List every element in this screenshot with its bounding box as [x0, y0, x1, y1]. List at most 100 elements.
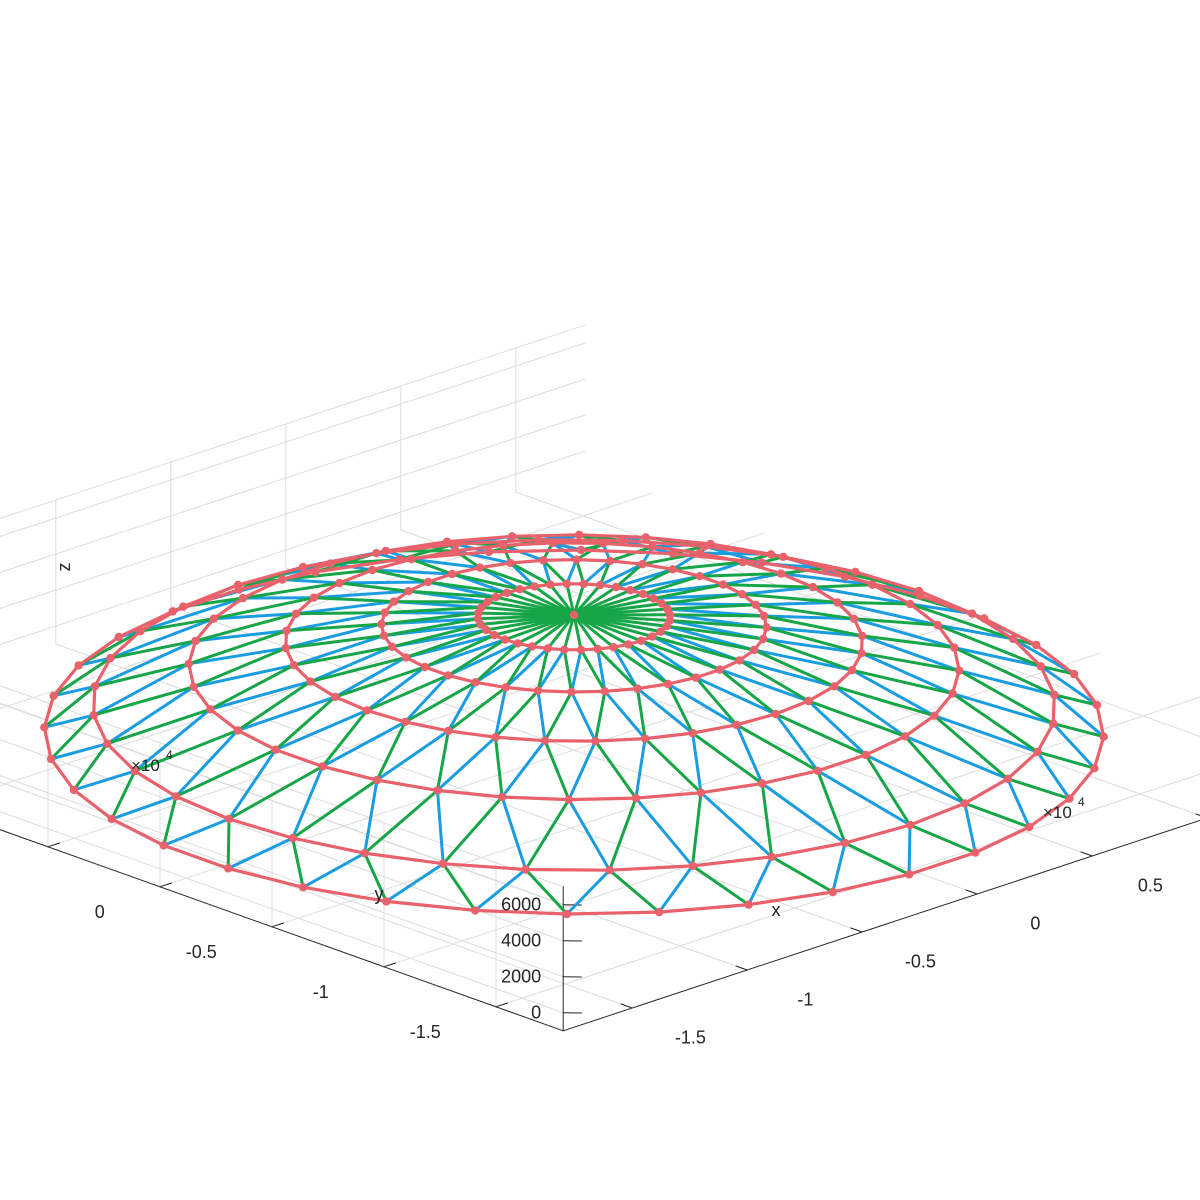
- crown-spoke: [562, 613, 576, 652]
- joint-node: [389, 597, 399, 606]
- ring-member: [574, 557, 612, 563]
- joint-node: [1050, 690, 1059, 699]
- ring-member: [105, 742, 137, 773]
- meridian-member: [72, 742, 109, 792]
- diagonal-member: [636, 687, 695, 735]
- joint-node: [776, 569, 786, 578]
- ring-member: [903, 714, 936, 738]
- joint-node: [49, 691, 58, 700]
- ring-member: [870, 583, 912, 606]
- ring-members: [42, 533, 1106, 916]
- joint-node: [950, 643, 959, 652]
- ring-member: [312, 581, 342, 600]
- joint-node: [114, 632, 124, 642]
- joint-node: [407, 555, 416, 564]
- joint-node: [1049, 719, 1058, 728]
- diagonal-member: [634, 796, 694, 868]
- joint-node: [444, 671, 453, 680]
- joint-node: [491, 592, 500, 602]
- z-tick-label: 2000: [501, 967, 541, 987]
- ring-member: [363, 851, 445, 866]
- diagonal-member: [105, 685, 196, 746]
- ring-member: [1051, 693, 1056, 726]
- joint-node: [830, 682, 839, 691]
- joint-node: [648, 632, 657, 641]
- crown-spoke: [572, 583, 602, 617]
- meridian-member: [285, 622, 383, 633]
- ring-member: [781, 555, 858, 574]
- ring-member: [567, 796, 638, 802]
- joint-node: [506, 558, 515, 568]
- joint-node: [955, 666, 964, 675]
- x-tick: [850, 927, 863, 933]
- y-tick: [383, 962, 396, 968]
- meridian-member: [850, 668, 954, 695]
- joint-node: [306, 677, 315, 686]
- ring-member: [236, 565, 305, 587]
- meridian-member: [738, 658, 810, 703]
- meridian-member: [608, 868, 661, 914]
- diagonal-member: [567, 739, 597, 802]
- ring-member: [504, 685, 540, 693]
- joint-node: [546, 580, 555, 589]
- joint-node: [433, 786, 442, 795]
- ring-member: [1092, 735, 1106, 770]
- joint-node: [1065, 794, 1074, 803]
- ring-member: [320, 764, 379, 782]
- z-axis-label: z: [54, 563, 74, 572]
- joint-node: [470, 906, 480, 915]
- meridian-member: [903, 734, 967, 805]
- joint-node: [572, 555, 581, 564]
- meridian-member: [212, 596, 316, 621]
- joint-node: [663, 679, 673, 689]
- y-tick: [495, 1002, 508, 1008]
- joint-node: [483, 597, 492, 607]
- joint-node: [695, 548, 704, 558]
- ring-member: [1027, 796, 1072, 829]
- diagonal-member: [194, 629, 288, 643]
- diagonal-member: [187, 646, 288, 666]
- joint-node: [527, 642, 537, 651]
- diagonal-member: [446, 641, 520, 677]
- joint-node: [288, 833, 297, 843]
- meridian-member: [626, 642, 698, 680]
- grid-line-y-floor: [383, 696, 1200, 968]
- joint-node: [840, 838, 850, 848]
- diagonal-member: [192, 663, 296, 689]
- diagonal-member: [963, 801, 977, 855]
- ring-member: [601, 541, 655, 549]
- ring-member: [384, 899, 477, 913]
- joint-node: [1069, 669, 1079, 679]
- joint-node: [688, 728, 697, 738]
- ring-member: [42, 725, 53, 761]
- joint-node: [649, 594, 658, 603]
- diagonal-member: [691, 731, 703, 795]
- meridian-member: [774, 712, 868, 757]
- joint-node: [767, 852, 776, 861]
- ring-member: [643, 731, 695, 741]
- x-axis-label: x: [772, 900, 781, 920]
- joint-node: [543, 644, 552, 653]
- ring-member: [853, 570, 921, 593]
- y-tick: [47, 842, 60, 848]
- x-multiplier-exponent: 4: [1078, 795, 1085, 809]
- diagonal-member: [1036, 750, 1071, 801]
- ring-member: [770, 841, 847, 859]
- ring-member: [92, 684, 97, 717]
- diagonal-member: [72, 769, 137, 792]
- meridian-member: [1052, 693, 1099, 707]
- diagonal-member: [952, 646, 1043, 668]
- diagonal-member: [1006, 777, 1031, 829]
- ring-member: [760, 560, 847, 579]
- joint-node: [900, 732, 910, 741]
- meridian-member: [309, 655, 408, 684]
- ring-member: [92, 713, 109, 746]
- meridian-member: [735, 723, 820, 773]
- joint-node: [668, 549, 678, 558]
- meridian-member: [226, 817, 231, 870]
- ring-member: [453, 538, 541, 546]
- joint-node: [89, 711, 98, 720]
- diagonal-member: [694, 676, 778, 716]
- joint-node: [906, 599, 915, 609]
- ring-member: [226, 866, 305, 889]
